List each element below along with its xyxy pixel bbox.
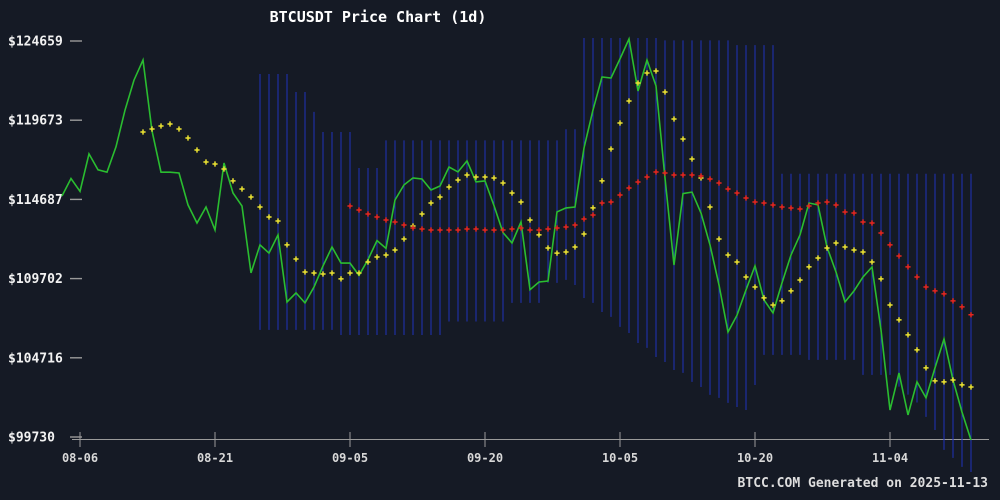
y-tick-label: $104716	[8, 351, 63, 366]
x-tick-label: 08-06	[62, 451, 98, 465]
x-axis: 08-06 08-21 09-05 09-20 10-05 10-20 11-04	[62, 432, 989, 465]
y-tick-label: $114687	[8, 193, 63, 208]
x-tick-label: 09-05	[332, 451, 368, 465]
y-tick-label: $119673	[8, 114, 63, 129]
y-tick-label: $124659	[8, 35, 63, 50]
x-tick-label: 10-20	[737, 451, 773, 465]
x-tick-label: 08-21	[197, 451, 233, 465]
x-tick-label: 10-05	[602, 451, 638, 465]
y-tick-label: $99730	[8, 431, 55, 446]
x-tick-label: 09-20	[467, 451, 503, 465]
watermark-text: BTCC.COM Generated on 2025-11-13	[737, 476, 988, 491]
y-axis: $124659 $119673 $114687 $109702 $104716 $9973…	[8, 35, 82, 446]
range-band-hatch	[259, 37, 972, 472]
x-tick-label: 11-04	[872, 451, 908, 465]
price-line	[61, 36, 972, 441]
chart-title: BTCUSDT Price Chart (1d)	[269, 8, 487, 26]
y-tick-label: $109702	[8, 272, 63, 287]
ma-slow-markers	[347, 169, 974, 318]
